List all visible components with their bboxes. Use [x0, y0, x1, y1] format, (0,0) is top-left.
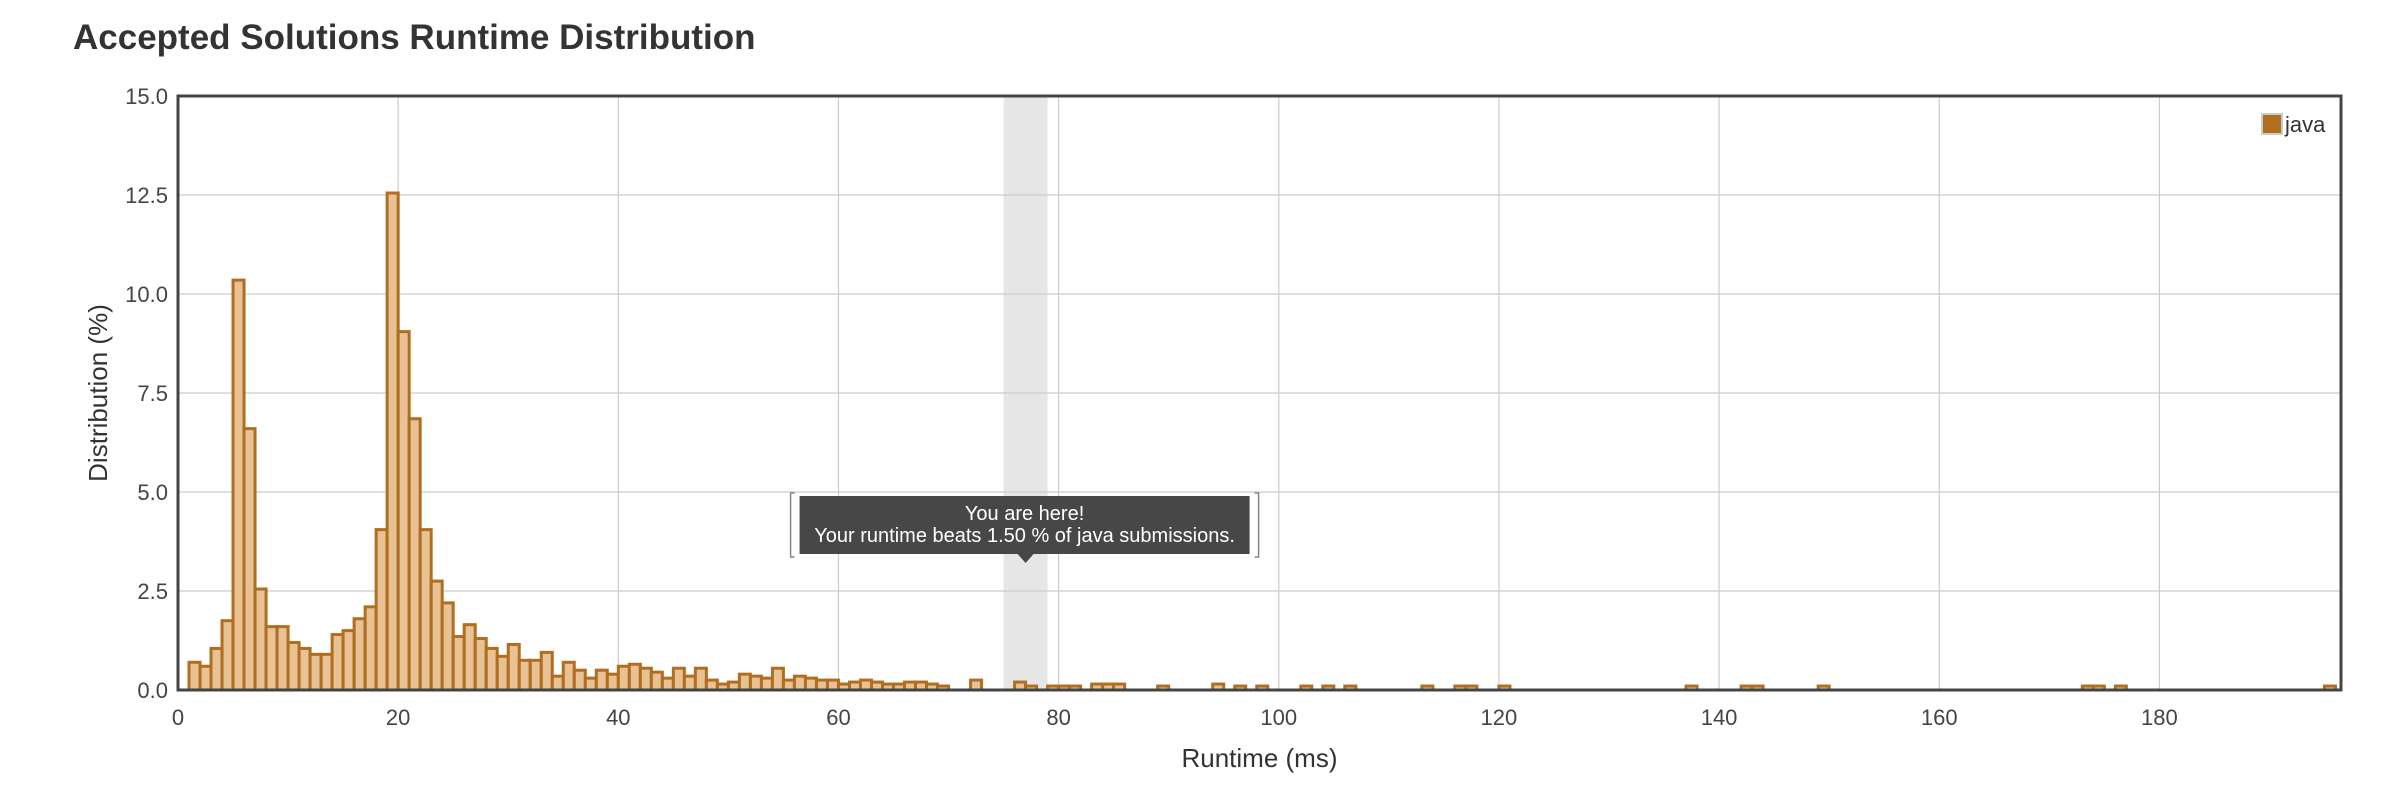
- legend[interactable]: java: [2261, 112, 2326, 137]
- page-title: Accepted Solutions Runtime Distribution: [73, 18, 756, 57]
- bar-28ms: [484, 646, 499, 692]
- bar-24ms: [440, 601, 455, 692]
- bar-6ms: [242, 427, 257, 692]
- y-tick-label-15.0: 15.0: [125, 84, 168, 109]
- legend-label-java: java: [2284, 112, 2326, 137]
- bar-14ms: [330, 633, 345, 692]
- x-tick-label-0: 0: [172, 705, 184, 730]
- bar-41ms: [627, 662, 642, 692]
- bar-3ms: [209, 646, 224, 692]
- y-tick-label-12.5: 12.5: [125, 183, 168, 208]
- bar-15ms: [341, 629, 356, 692]
- bar-54ms: [770, 666, 785, 692]
- x-tick-label-120: 120: [1481, 705, 1518, 730]
- bar-44ms: [660, 676, 675, 692]
- tooltip-line-2: Your runtime beats 1.50 % of java submis…: [814, 525, 1235, 547]
- bar-11ms: [297, 646, 312, 692]
- bar-40ms: [616, 664, 631, 692]
- bar-5ms: [231, 278, 246, 692]
- bar-52ms: [748, 674, 763, 692]
- bar-12ms: [308, 652, 323, 692]
- bars-layer: [187, 191, 2337, 692]
- bar-9ms: [275, 625, 290, 692]
- bar-29ms: [495, 654, 510, 692]
- bar-22ms: [418, 528, 433, 692]
- y-axis-title: Distribution (%): [83, 304, 113, 482]
- bar-31ms: [517, 658, 532, 692]
- bar-19ms: [385, 191, 400, 692]
- bar-37ms: [583, 676, 598, 692]
- bar-23ms: [429, 579, 444, 692]
- bar-4ms: [220, 619, 235, 692]
- bar-16ms: [352, 617, 367, 692]
- bar-26ms: [462, 623, 477, 692]
- bar-35ms: [561, 660, 576, 692]
- tooltip-pointer: [1017, 554, 1034, 563]
- bar-51ms: [737, 672, 752, 692]
- bar-57ms: [803, 676, 818, 692]
- x-tick-label-80: 80: [1046, 705, 1070, 730]
- x-tick-label-60: 60: [826, 705, 850, 730]
- plot-frame: [176, 94, 2343, 692]
- bar-18ms: [374, 528, 389, 692]
- y-tick-label-5.0: 5.0: [137, 480, 168, 505]
- tooltip-box: [799, 496, 1250, 554]
- bar-34ms: [550, 674, 565, 692]
- bar-30ms: [506, 642, 521, 692]
- y-tick-label-10.0: 10.0: [125, 282, 168, 307]
- bar-32ms: [528, 658, 543, 692]
- bar-7ms: [253, 587, 268, 692]
- x-tick-label-160: 160: [1921, 705, 1958, 730]
- bar-56ms: [792, 674, 807, 692]
- bar-43ms: [649, 670, 664, 692]
- tick-label-layer: 0 20 40 60 80 100 120 140 160 180 0.0 2.5 5.0 7.5 10.0…: [125, 84, 2178, 730]
- bar-36ms: [572, 668, 587, 692]
- bar-20ms: [396, 330, 411, 692]
- tooltip-bracket: [789, 492, 1260, 558]
- bar-33ms: [539, 650, 554, 692]
- bar-46ms: [682, 674, 697, 692]
- y-tick-label-0.0: 0.0: [137, 678, 168, 703]
- bar-25ms: [451, 635, 466, 692]
- bar-42ms: [638, 666, 653, 692]
- x-axis-title: Runtime (ms): [1181, 743, 1337, 773]
- x-tick-label-180: 180: [2141, 705, 2178, 730]
- tooltip-line-1: You are here!: [965, 503, 1084, 525]
- bar-17ms: [363, 605, 378, 692]
- bar-47ms: [693, 666, 708, 692]
- bar-13ms: [319, 652, 334, 692]
- you-are-here-tooltip: You are here! Your runtime beats 1.50 % …: [789, 492, 1260, 563]
- bar-45ms: [671, 666, 686, 692]
- y-tick-label-2.5: 2.5: [137, 579, 168, 604]
- grid-layer: [178, 96, 2341, 690]
- bar-2ms: [198, 664, 213, 692]
- bar-27ms: [473, 637, 488, 692]
- bar-39ms: [605, 672, 620, 692]
- bar-53ms: [759, 676, 774, 692]
- x-tick-label-20: 20: [386, 705, 410, 730]
- bar-38ms: [594, 668, 609, 692]
- x-tick-label-140: 140: [1701, 705, 1738, 730]
- bar-1ms: [187, 660, 202, 692]
- x-tick-label-40: 40: [606, 705, 630, 730]
- bar-8ms: [264, 625, 279, 692]
- y-tick-label-7.5: 7.5: [137, 381, 168, 406]
- bar-21ms: [407, 417, 422, 692]
- bar-10ms: [286, 640, 301, 692]
- legend-swatch-java: [2261, 113, 2283, 135]
- x-tick-label-100: 100: [1260, 705, 1297, 730]
